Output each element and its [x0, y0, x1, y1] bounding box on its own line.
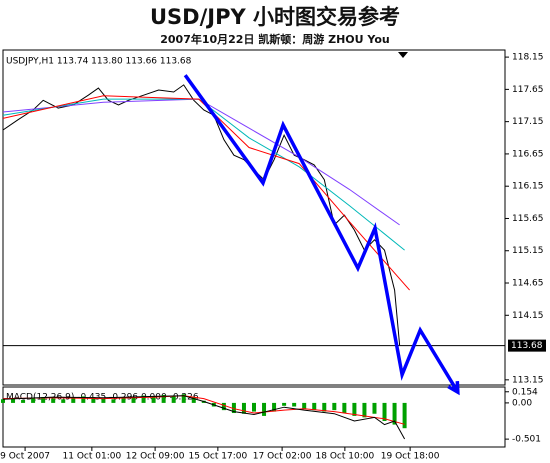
y-tick-label: 116.65: [512, 149, 544, 159]
macd-bar: [392, 402, 397, 425]
macd-bar: [352, 402, 357, 416]
macd-bar: [121, 397, 126, 403]
macd-bar: [382, 402, 387, 421]
macd-bar: [252, 402, 256, 412]
macd-bar: [141, 395, 146, 403]
macd-bar: [71, 397, 76, 403]
macd-bar: [221, 402, 226, 411]
macd-bar: [241, 402, 246, 414]
x-tick-label: 12 Oct 09:00: [126, 452, 185, 462]
macd-bar: [131, 397, 136, 403]
macd-bar: [101, 398, 106, 403]
macd-bar: [312, 402, 317, 411]
y-tick-label: 114.15: [512, 311, 544, 321]
arrow-head: [447, 381, 460, 396]
y-tick-label: 113.15: [512, 375, 544, 385]
macd-bar: [31, 397, 36, 403]
macd-bar: [372, 402, 377, 414]
y-tick-label: 115.65: [512, 214, 544, 224]
macd-bar: [111, 399, 116, 403]
y-tick-label: 117.65: [512, 85, 544, 95]
last-price-box: [508, 339, 546, 352]
y-tick-label: 115.15: [512, 246, 544, 256]
y-tick-label: 116.15: [512, 182, 544, 192]
macd-bar: [292, 402, 297, 407]
macd-bar: [161, 394, 166, 403]
chart-subtitle: 2007年10月22日 凯斯顿：周游 ZHOU You: [160, 32, 390, 46]
x-tick-label: 17 Oct 02:00: [253, 452, 312, 462]
macd-bar: [191, 397, 196, 403]
macd-bar: [41, 397, 46, 403]
x-tick-label: 18 Oct 10:00: [316, 452, 375, 462]
y-tick-label: -0.501: [512, 435, 541, 445]
y-tick-label: 0.154: [512, 387, 538, 397]
y-tick-label: 118.15: [512, 53, 544, 63]
macd-bar: [262, 402, 267, 416]
x-tick-label: 19 Oct 18:00: [381, 452, 440, 462]
price-line: [2, 98, 405, 251]
macd-line: [2, 395, 405, 425]
macd-bar: [11, 398, 16, 403]
x-tick-label: 11 Oct 01:00: [63, 452, 122, 462]
y-tick-label: 117.15: [512, 117, 544, 127]
macd-line: [2, 395, 406, 440]
chart-title: USD/JPY 小时图交易参考: [150, 5, 400, 29]
macd-bar: [151, 396, 156, 403]
x-tick-label: 9 Oct 2007: [0, 452, 50, 462]
y-tick-label: 0.00: [512, 398, 532, 408]
macd-bar: [322, 402, 327, 412]
shift-marker: [398, 52, 408, 58]
last-price-label: 113.68: [511, 341, 543, 351]
macd-bar: [91, 397, 96, 403]
macd-bar: [362, 402, 367, 418]
macd-bar: [342, 402, 347, 414]
x-tick-label: 15 Oct 17:00: [189, 452, 248, 462]
price-panel: [2, 49, 506, 386]
macd-bar: [21, 400, 26, 403]
macd-bar: [302, 402, 307, 409]
y-tick-label: 114.65: [512, 279, 544, 289]
price-line: [2, 98, 400, 226]
macd-bar: [332, 402, 337, 411]
macd-panel: [2, 386, 506, 448]
macd-bar: [51, 398, 56, 403]
macd-bar: [1, 399, 5, 403]
price-line: [2, 95, 410, 291]
trend-path: [183, 74, 460, 394]
macd-bar: [282, 402, 287, 406]
macd-bar: [231, 402, 236, 414]
macd-bar: [402, 402, 407, 429]
macd-bar: [81, 396, 86, 403]
macd-bar: [181, 394, 186, 403]
macd-bar: [61, 399, 66, 403]
price-label: USDJPY,H1 113.74 113.80 113.66 113.68: [6, 57, 192, 67]
macd-bar: [272, 402, 277, 412]
macd-bar: [171, 395, 176, 403]
